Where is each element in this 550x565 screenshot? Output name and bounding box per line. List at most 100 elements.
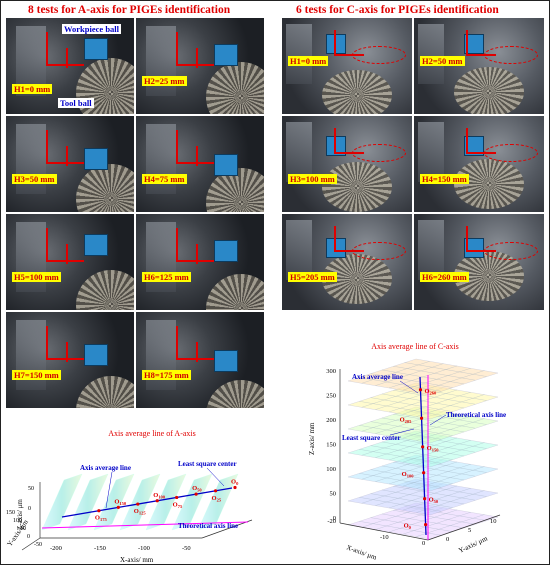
chart-c-z-tick: 200 [326, 417, 336, 424]
chart-a-x-label: X-axis/ mm [120, 556, 154, 564]
chart-c-point-label: O0 [404, 523, 412, 531]
a-axis-panel-title: 8 tests for A-axis for PIGEs identificat… [28, 4, 231, 16]
chart-c-annotation-theo: Theoretical axis line [446, 411, 506, 419]
a-axis-test-photo-1: H1=0 mm Workpiece ball Tool ball [6, 18, 134, 114]
chart-c-z-tick: 300 [326, 368, 336, 375]
c-axis-test-photo-2: H2=50 mm [414, 18, 544, 114]
chart-c-z-tick: -20 [327, 518, 336, 525]
chart-a-theoretical-line [41, 521, 249, 529]
a-axis-test-label-7: H7=150 mm [12, 370, 61, 380]
chart-a-point-label: O125 [134, 508, 147, 515]
chart-a-point [116, 505, 120, 509]
chart-c-z-label: Z-axis/ mm [308, 422, 316, 455]
chart-c-point [424, 523, 428, 527]
chart-c-x-tick: 0 [422, 540, 425, 547]
a-axis-test-label-8: H8=175 mm [142, 370, 191, 380]
chart-a-y-tick: 50 [20, 526, 26, 532]
chart-c-x-tick: -10 [380, 534, 389, 541]
chart-a-planes [41, 473, 239, 531]
chart-a-annotation-theo: Theoretical axis line [178, 522, 238, 530]
chart-a-point-label: O100 [153, 492, 166, 500]
chart-a-point [213, 489, 218, 493]
chart-a-x-tick: -50 [182, 545, 191, 552]
chart-a-point [97, 509, 101, 513]
c-axis-test-label-4: H4=150 mm [420, 174, 469, 184]
a-axis-average-line-chart: Axis average line of A-axis O175 O150 O125… [6, 429, 253, 564]
a-axis-test-photo-4: H4=75 mm [136, 116, 264, 212]
chart-a-x-tick: -150 [94, 545, 106, 552]
chart-c-z-tick: 50 [330, 491, 337, 498]
chart-a-y-tick: 100 [13, 518, 22, 524]
chart-c-annotation-avg: Axis average line [352, 373, 403, 381]
chart-c-y-tick: 0 [446, 536, 449, 543]
chart-a-point [194, 492, 198, 496]
chart-c-title: Axis average line of C-axis [371, 342, 459, 351]
c-axis-test-label-3: H3=100 mm [288, 174, 337, 184]
chart-a-average-line [61, 487, 233, 518]
chart-c-x-label: X-axis/ μm [345, 543, 378, 561]
chart-a-point [136, 502, 140, 506]
chart-a-point-label: O75 [173, 501, 183, 509]
rotation-ellipse-icon [352, 46, 406, 64]
chart-a-z-tick: 50 [28, 486, 34, 492]
chart-a-annotation-lsc: Least square center [178, 460, 237, 468]
chart-c-z-tick: 150 [326, 442, 336, 449]
chart-c-z-tick: 100 [326, 466, 336, 473]
workpiece-ball-callout: Workpiece ball [62, 24, 122, 34]
a-axis-test-photo-2: H2=25 mm [136, 18, 264, 114]
c-axis-panel-title: 6 tests for C-axis for PIGEs identificat… [296, 4, 499, 16]
a-axis-test-photo-6: H6=125 mm [136, 214, 264, 310]
c-axis-test-label-5: H5=205 mm [288, 272, 337, 282]
a-axis-test-label-3: H3=50 mm [12, 174, 57, 184]
chart-c-point [418, 388, 423, 392]
a-axis-test-photo-8: H8=175 mm [136, 312, 264, 408]
c-axis-test-label-1: H1=0 mm [288, 56, 329, 66]
chart-a-point-label: O25 [212, 495, 222, 503]
chart-a-point [233, 485, 237, 490]
a-axis-test-photo-3: H3=50 mm [6, 116, 134, 212]
chart-c-point [419, 416, 424, 420]
rotation-ellipse-icon [484, 46, 538, 64]
c-axis-test-label-2: H2=50 mm [420, 56, 465, 66]
c-axis-test-photo-3: H3=100 mm [282, 116, 412, 212]
chart-c-z-tick: 0 [333, 515, 336, 522]
chart-a-point-label: O175 [95, 515, 108, 523]
chart-a-point-label: O0 [231, 478, 239, 486]
chart-c-point [423, 497, 427, 501]
chart-c-average-line [419, 376, 427, 536]
c-axis-test-photo-4: H4=150 mm [414, 116, 544, 212]
c-axis-test-photo-6: H6=260 mm [414, 214, 544, 310]
rotation-ellipse-icon [484, 242, 538, 260]
chart-c-point [421, 445, 425, 449]
a-axis-test-label-4: H4=75 mm [142, 174, 187, 184]
chart-c-point-label: O50 [429, 497, 439, 505]
rotation-ellipse-icon [352, 242, 406, 260]
a-axis-test-photo-5: H5=100 mm [6, 214, 134, 310]
chart-a-z-tick: 0 [28, 506, 31, 512]
chart-c-points [418, 388, 428, 527]
a-axis-test-label-5: H5=100 mm [12, 272, 61, 282]
c-axis-test-label-6: H6=260 mm [420, 272, 469, 282]
chart-c-point-label: O150 [427, 445, 440, 453]
chart-a-y-tick: -50 [34, 542, 42, 548]
chart-a-point [155, 499, 159, 503]
c-axis-test-photo-1: H1=0 mm [282, 18, 412, 114]
chart-a-point-label: O150 [114, 498, 127, 506]
chart-c-y-label: Y-axis/ μm [457, 534, 489, 554]
rotation-ellipse-icon [484, 144, 538, 162]
chart-c-y-tick: 5 [468, 527, 471, 534]
tool-ball-callout: Tool ball [58, 98, 94, 108]
chart-c-planes [347, 358, 499, 540]
rotation-ellipse-icon [352, 144, 406, 162]
a-axis-test-label-2: H2=25 mm [142, 76, 187, 86]
chart-a-title: Axis average line of A-axis [108, 429, 196, 438]
a-axis-test-label-1: H1=0 mm [12, 84, 53, 94]
c-axis-average-line-chart: Axis average line of C-axis O260 O205 O150… [308, 342, 506, 562]
chart-a-z-label: Z-axis/ μm [16, 499, 24, 530]
chart-a-y-tick: 150 [6, 510, 15, 516]
chart-c-point [422, 471, 426, 475]
chart-c-annotation-lsc: Least square center [342, 434, 401, 442]
chart-a-y-tick: 0 [27, 534, 30, 540]
chart-c-y-tick: 10 [490, 518, 497, 525]
chart-a-x-tick: -200 [50, 545, 62, 552]
